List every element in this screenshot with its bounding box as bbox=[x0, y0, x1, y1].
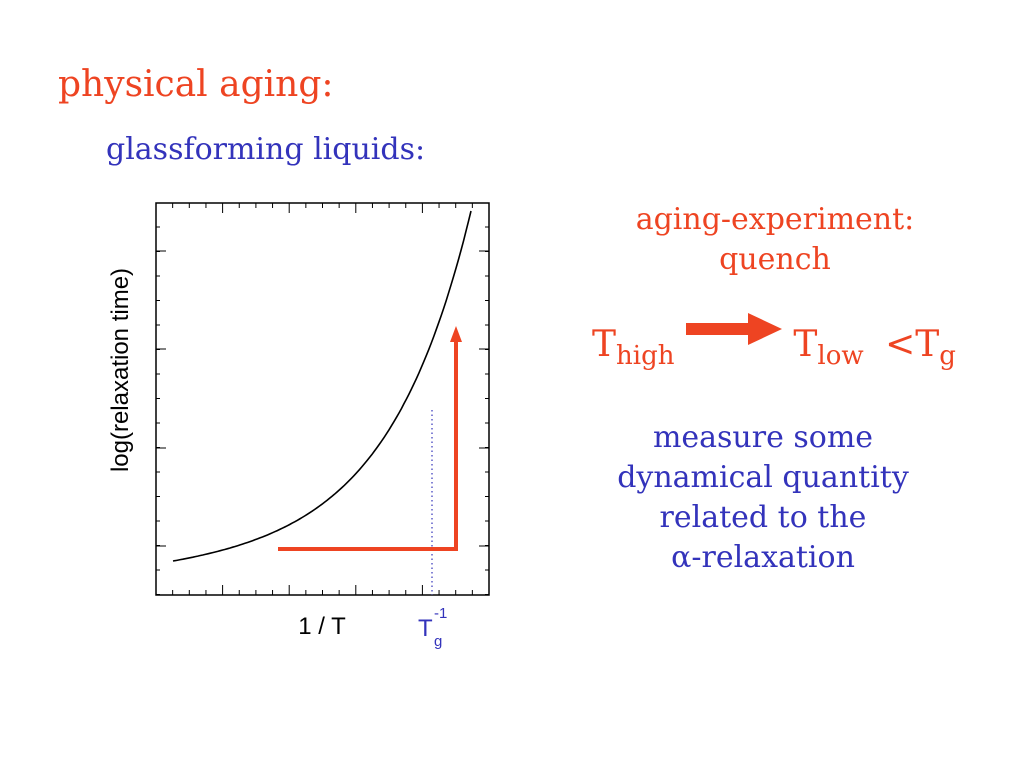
tg-inverse-label: T g -1 bbox=[418, 605, 447, 650]
less-than-sign: < bbox=[885, 324, 916, 365]
relaxation-diagram: log(relaxation time) 1 / T T g -1 bbox=[107, 202, 490, 650]
aging-path-arrowhead bbox=[450, 326, 462, 342]
measure-line4: α-relaxation bbox=[671, 540, 855, 575]
measure-text: measure some dynamical quantity related … bbox=[580, 418, 946, 578]
t-low: Tlow bbox=[793, 324, 864, 371]
quench-arrow-icon bbox=[685, 313, 782, 345]
measure-line3: related to the bbox=[659, 500, 867, 535]
experiment-heading-line2: quench bbox=[719, 242, 831, 277]
aging-path-line bbox=[278, 336, 458, 551]
slide-title: physical aging: bbox=[58, 64, 334, 105]
x-axis-label: 1 / T bbox=[298, 613, 346, 640]
plot-frame bbox=[155, 202, 490, 596]
relaxation-curve bbox=[172, 210, 472, 562]
y-axis-label: log(relaxation time) bbox=[107, 268, 134, 472]
experiment-heading-line1: aging-experiment: bbox=[635, 202, 915, 237]
experiment-heading: aging-experiment: quench bbox=[590, 200, 960, 280]
quench-equation: Thigh Tlow <Tg bbox=[592, 312, 956, 372]
measure-line2: dynamical quantity bbox=[617, 460, 909, 495]
measure-line1: measure some bbox=[652, 420, 874, 455]
axis-ticks bbox=[156, 203, 489, 595]
t-g: Tg bbox=[915, 324, 956, 371]
tg-label-base: T bbox=[418, 615, 433, 642]
tg-label-sub: g bbox=[434, 633, 442, 650]
tg-label-sup: -1 bbox=[434, 605, 447, 622]
t-high: Thigh bbox=[592, 324, 675, 371]
slide-subtitle: glassforming liquids: bbox=[106, 132, 426, 167]
